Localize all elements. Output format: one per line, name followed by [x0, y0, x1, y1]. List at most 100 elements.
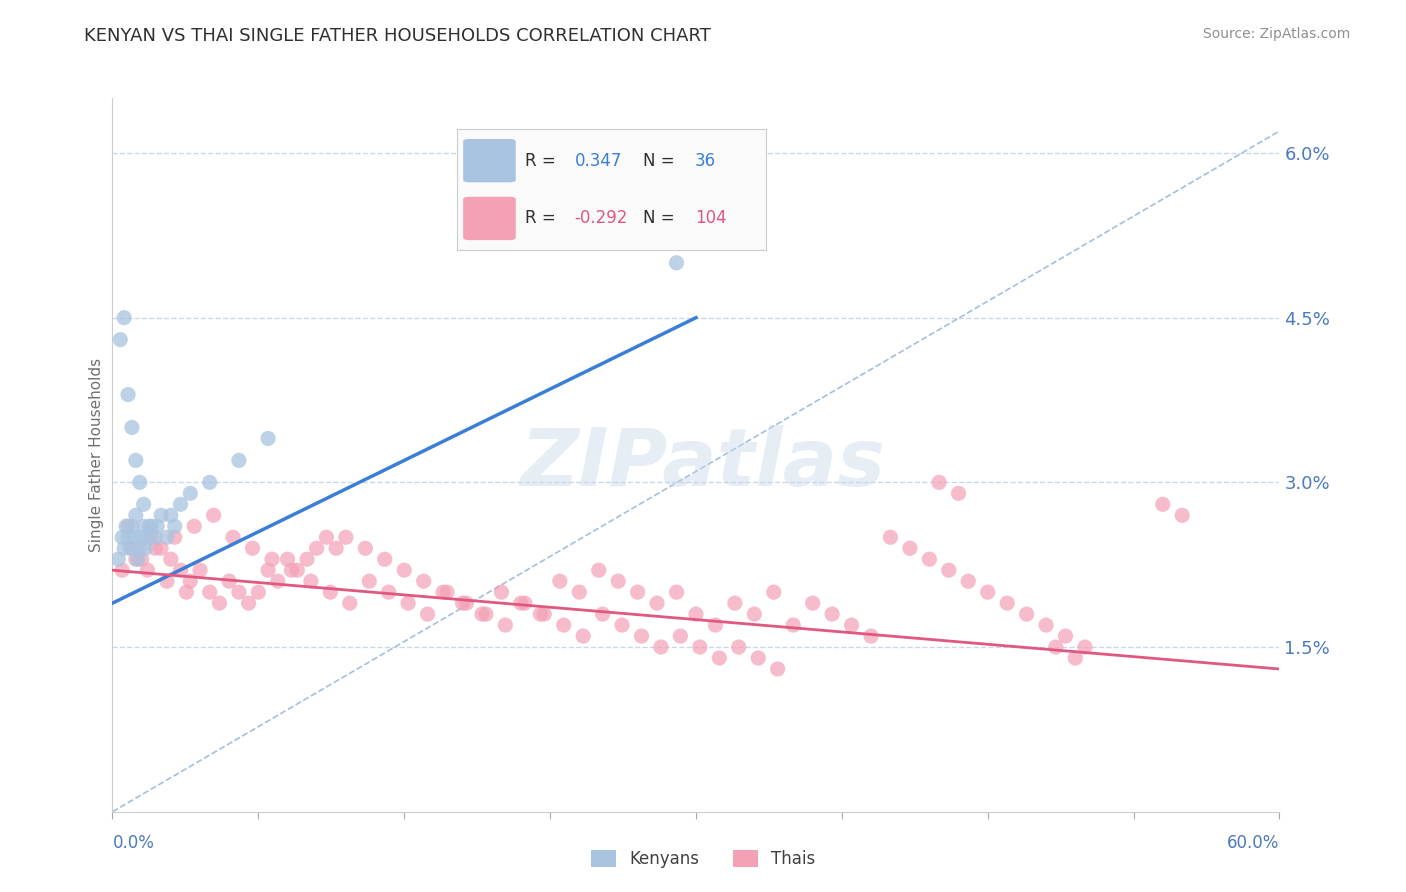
- Point: [143, 530, 166, 544]
- Point: [821, 607, 844, 621]
- Point: [377, 585, 399, 599]
- Y-axis label: Single Father Households: Single Father Households: [89, 358, 104, 552]
- Point: [176, 585, 198, 599]
- Text: R =: R =: [524, 210, 561, 227]
- FancyBboxPatch shape: [463, 197, 516, 240]
- Point: [150, 508, 173, 523]
- Point: [117, 387, 139, 401]
- Point: [222, 530, 245, 544]
- Text: 36: 36: [695, 152, 716, 169]
- Point: [669, 629, 692, 643]
- Point: [112, 541, 135, 556]
- Point: [325, 541, 347, 556]
- Point: [111, 563, 134, 577]
- Text: R =: R =: [524, 152, 561, 169]
- Point: [572, 629, 595, 643]
- Point: [117, 530, 139, 544]
- Point: [553, 618, 575, 632]
- Point: [1054, 629, 1077, 643]
- Point: [136, 530, 159, 544]
- Point: [299, 574, 322, 589]
- Point: [257, 432, 280, 446]
- Point: [247, 585, 270, 599]
- Point: [156, 530, 179, 544]
- Point: [412, 574, 434, 589]
- Point: [138, 519, 160, 533]
- Point: [132, 519, 155, 533]
- Legend: Kenyans, Thais: Kenyans, Thais: [585, 843, 821, 875]
- Point: [339, 596, 361, 610]
- Point: [115, 519, 138, 533]
- Point: [128, 541, 150, 556]
- Point: [1015, 607, 1038, 621]
- Point: [202, 508, 225, 523]
- Point: [125, 453, 148, 467]
- Point: [475, 607, 498, 621]
- Point: [163, 530, 186, 544]
- Point: [107, 552, 129, 566]
- Point: [111, 530, 134, 544]
- Point: [995, 596, 1018, 610]
- Point: [957, 574, 980, 589]
- Point: [630, 629, 652, 643]
- Point: [163, 519, 186, 533]
- Point: [592, 607, 614, 621]
- Point: [509, 596, 531, 610]
- Point: [179, 574, 201, 589]
- Point: [396, 596, 419, 610]
- Point: [160, 508, 183, 523]
- Point: [117, 519, 139, 533]
- Point: [859, 629, 883, 643]
- Point: [374, 552, 396, 566]
- Point: [136, 563, 159, 577]
- Point: [456, 596, 478, 610]
- Point: [146, 519, 169, 533]
- Point: [125, 552, 148, 566]
- Point: [416, 607, 439, 621]
- Point: [260, 552, 283, 566]
- Point: [645, 596, 668, 610]
- Point: [1152, 497, 1174, 511]
- Point: [257, 563, 280, 577]
- Point: [724, 596, 747, 610]
- Point: [436, 585, 458, 599]
- Point: [918, 552, 941, 566]
- Text: 0.0%: 0.0%: [112, 834, 155, 852]
- Point: [238, 596, 260, 610]
- Point: [689, 640, 711, 654]
- Point: [359, 574, 381, 589]
- Point: [938, 563, 960, 577]
- Point: [1045, 640, 1067, 654]
- Point: [766, 662, 789, 676]
- Point: [183, 519, 205, 533]
- Point: [1035, 618, 1057, 632]
- Point: [354, 541, 377, 556]
- Point: [335, 530, 357, 544]
- Text: 104: 104: [695, 210, 727, 227]
- Point: [285, 563, 308, 577]
- Point: [626, 585, 648, 599]
- Point: [607, 574, 630, 589]
- Point: [665, 256, 688, 270]
- Point: [529, 607, 551, 621]
- Point: [228, 453, 250, 467]
- Point: [295, 552, 318, 566]
- Point: [533, 607, 555, 621]
- Point: [762, 585, 785, 599]
- Point: [879, 530, 901, 544]
- Point: [121, 519, 143, 533]
- Point: [898, 541, 921, 556]
- Point: [685, 607, 707, 621]
- Point: [141, 519, 163, 533]
- Point: [267, 574, 290, 589]
- Point: [665, 585, 688, 599]
- Point: [305, 541, 328, 556]
- Point: [494, 618, 516, 632]
- Point: [928, 475, 950, 490]
- Point: [1074, 640, 1097, 654]
- Point: [513, 596, 536, 610]
- Point: [1171, 508, 1194, 523]
- Point: [491, 585, 513, 599]
- Point: [112, 310, 135, 325]
- Point: [169, 497, 191, 511]
